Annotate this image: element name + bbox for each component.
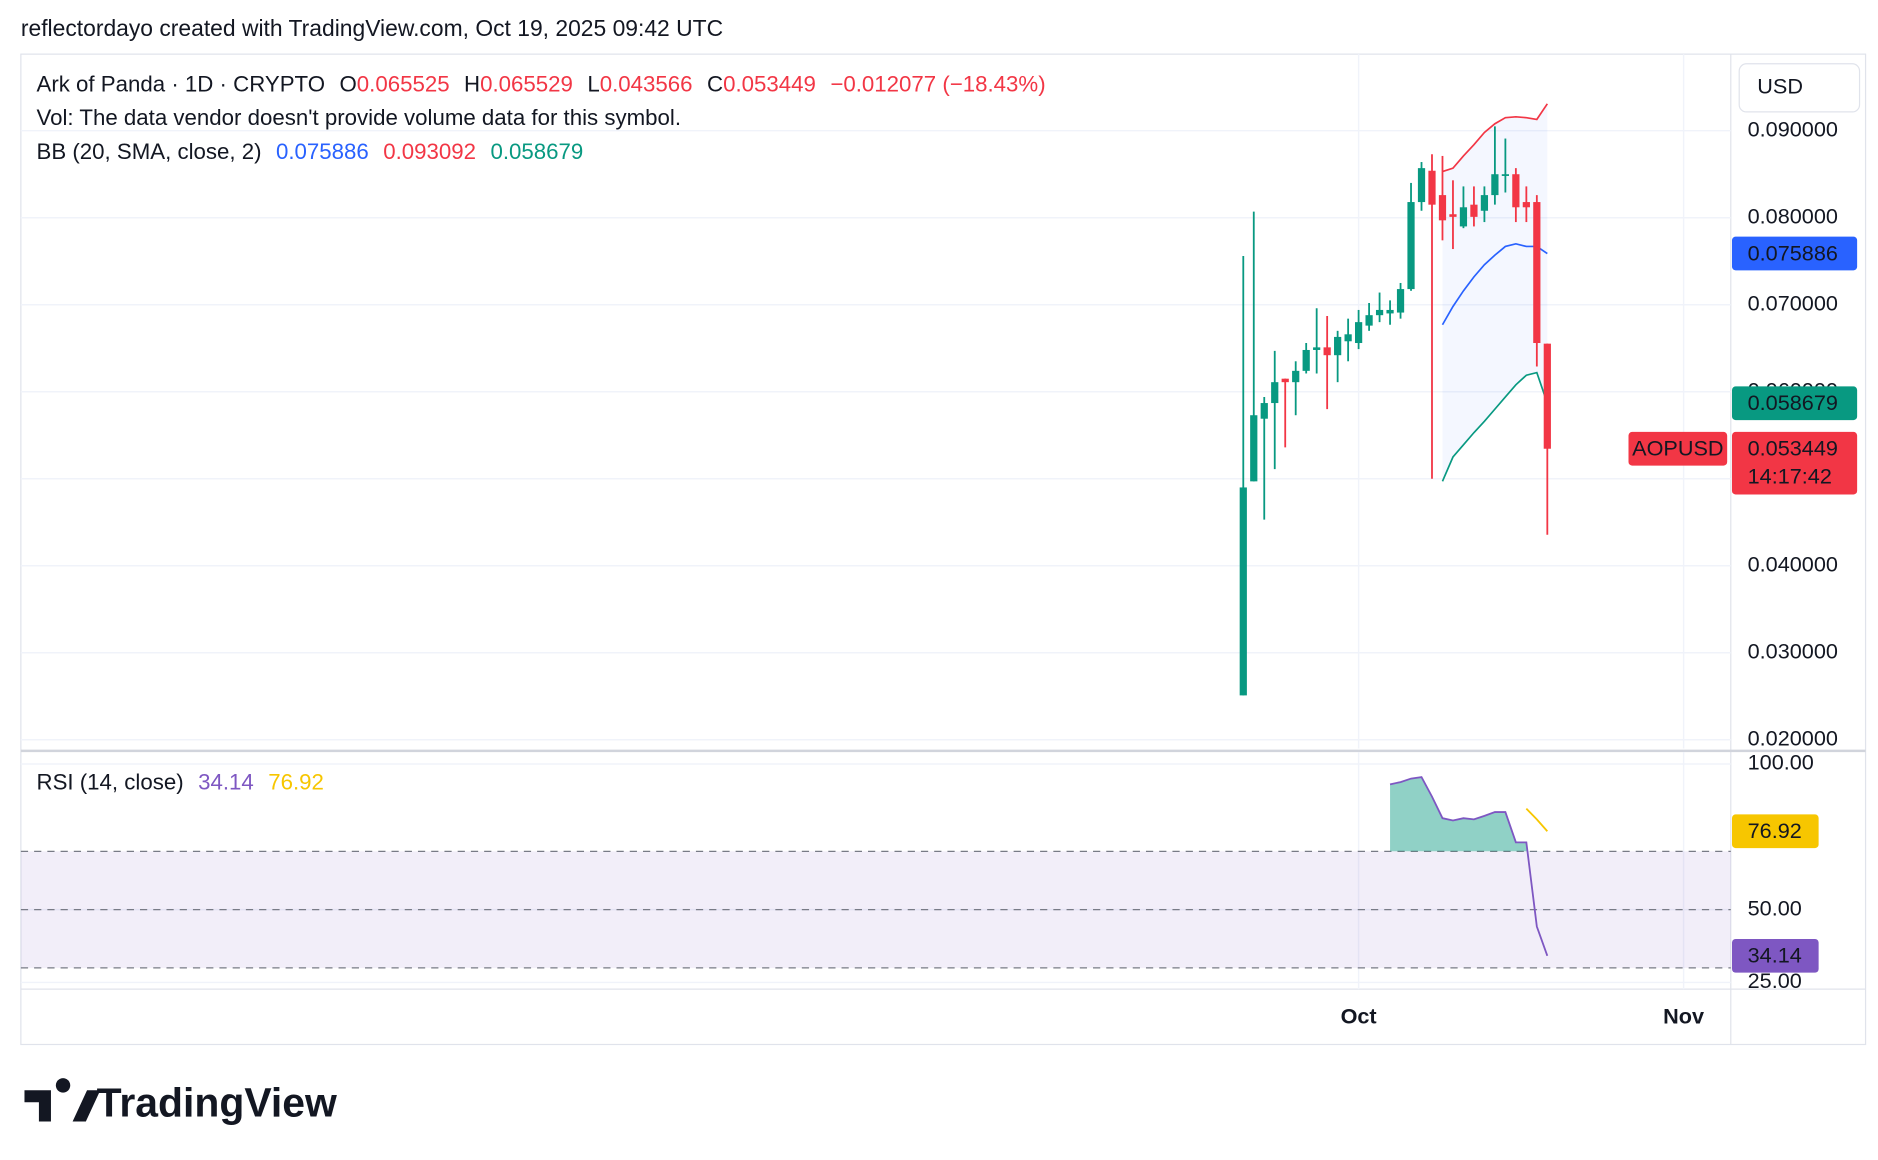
candle-body bbox=[1417, 168, 1426, 203]
rsi-line bbox=[1389, 776, 1549, 957]
candle-body bbox=[1512, 174, 1520, 208]
axis-badge bbox=[1731, 386, 1858, 421]
rsi-name: RSI (14, close) bbox=[37, 769, 184, 794]
countdown: 14:17:42 bbox=[1748, 463, 1832, 488]
candle-body bbox=[1438, 195, 1447, 221]
y-tick-label: 0.030000 bbox=[1748, 638, 1838, 663]
candle-body bbox=[1386, 309, 1394, 314]
ohlc-value: 0.065525 bbox=[357, 71, 450, 96]
candle-body bbox=[1334, 336, 1342, 356]
candle-body bbox=[1375, 309, 1384, 316]
y-tick-label: 0.040000 bbox=[1748, 551, 1838, 576]
legend-symbol: Ark of Panda · 1D · CRYPTO O0.065525 H0.06… bbox=[37, 71, 1046, 96]
y-tick-label: 0.080000 bbox=[1748, 203, 1838, 228]
logo-text: TradingView bbox=[97, 1080, 337, 1126]
candle-body bbox=[1480, 195, 1489, 211]
overlay-labels: Ark of Panda · 1D · CRYPTO O0.065525 H0.06… bbox=[37, 63, 1861, 794]
bb-fill bbox=[1442, 103, 1548, 482]
candle-body bbox=[1459, 207, 1468, 227]
x-tick-label: Oct bbox=[1341, 1004, 1377, 1029]
y-tick-label: 0.020000 bbox=[1748, 725, 1838, 750]
candle-body bbox=[1396, 289, 1405, 313]
axis-badge bbox=[1731, 236, 1858, 271]
rsi-value: 34.14 bbox=[198, 769, 254, 794]
bb-basis-value: 0.075886 bbox=[276, 139, 369, 164]
candle-body bbox=[1323, 347, 1331, 356]
y-tick-label: 100.00 bbox=[1748, 750, 1814, 775]
axis-badge-label: 34.14 bbox=[1748, 943, 1802, 968]
logo-icon bbox=[24, 1078, 101, 1122]
candle-body bbox=[1449, 214, 1457, 217]
currency[interactable]: USD bbox=[1757, 74, 1803, 99]
candle-body bbox=[1491, 174, 1499, 196]
axis-badge bbox=[1731, 814, 1819, 849]
attribution: reflectordayo created with TradingView.c… bbox=[21, 15, 723, 41]
candle-body bbox=[1407, 202, 1415, 290]
axis-badge-label: 0.075886 bbox=[1748, 240, 1838, 265]
candle-body bbox=[1313, 347, 1321, 350]
candle-body bbox=[1365, 315, 1373, 326]
x-tick-label: Nov bbox=[1663, 1004, 1704, 1029]
candle-body bbox=[1239, 487, 1247, 696]
candle-body bbox=[1533, 202, 1541, 344]
candle-body bbox=[1260, 403, 1268, 419]
candle-body bbox=[1344, 334, 1352, 342]
ticker: AOPUSD bbox=[1632, 436, 1723, 461]
ohlc-value: 0.065529 bbox=[480, 71, 573, 96]
candle-body bbox=[1354, 322, 1363, 344]
rsi-ma-value: 76.92 bbox=[268, 769, 324, 794]
bb-lower-value: 0.058679 bbox=[491, 139, 584, 164]
candle-body bbox=[1470, 204, 1478, 217]
axis-badge-label: 76.92 bbox=[1748, 818, 1802, 843]
axis-badge-label: 0.058679 bbox=[1748, 390, 1838, 415]
bb-line bbox=[1442, 103, 1549, 173]
ohlc-label: O bbox=[339, 71, 356, 96]
candle-body bbox=[1281, 378, 1289, 383]
bb-line bbox=[1441, 242, 1548, 326]
y-tick-label: 0.070000 bbox=[1748, 290, 1838, 315]
rsi-legend: RSI (14, close) 34.14 76.92 bbox=[37, 769, 324, 794]
chart-area bbox=[20, 53, 1867, 1046]
currency-button[interactable] bbox=[1738, 63, 1861, 113]
plot: 0.0200000.0300000.0400000.0500000.060000… bbox=[20, 54, 1858, 1029]
candle-body bbox=[1292, 370, 1300, 383]
candle-body bbox=[1543, 343, 1551, 449]
ohlc-value: 0.053449 bbox=[723, 71, 816, 96]
ohlc-label: C bbox=[707, 71, 723, 96]
ohlc-label: H bbox=[464, 71, 480, 96]
candle-body bbox=[1522, 202, 1530, 208]
logo: TradingView bbox=[24, 1078, 337, 1126]
last-price: 0.053449 bbox=[1748, 436, 1838, 461]
candle-body bbox=[1302, 349, 1310, 371]
axis-badge bbox=[1731, 938, 1819, 973]
ticker-badge bbox=[1628, 431, 1728, 466]
bb-upper-value: 0.093092 bbox=[383, 139, 476, 164]
candle-body bbox=[1428, 170, 1436, 205]
y-tick-label: 50.00 bbox=[1748, 895, 1802, 920]
candle-body bbox=[1250, 415, 1258, 482]
candle-body bbox=[1271, 382, 1279, 404]
bb-line bbox=[1441, 371, 1549, 482]
bb-name: BB (20, SMA, close, 2) bbox=[37, 139, 262, 164]
candle-body bbox=[1501, 174, 1509, 176]
symbol: Ark of Panda · 1D · CRYPTO bbox=[37, 71, 326, 96]
ohlc-value: 0.043566 bbox=[600, 71, 693, 96]
overbought-fill bbox=[1390, 777, 1528, 852]
last-price-badge bbox=[1731, 431, 1858, 495]
volume-note: Vol: The data vendor doesn't provide vol… bbox=[37, 105, 682, 130]
y-tick-label: 0.090000 bbox=[1748, 116, 1838, 141]
bb-legend: BB (20, SMA, close, 2) 0.075886 0.093092 0.… bbox=[37, 139, 584, 164]
change: −0.012077 (−18.43%) bbox=[830, 71, 1045, 96]
rsi-line bbox=[1525, 807, 1548, 832]
chart-frame bbox=[20, 53, 1867, 1046]
ohlc-label: L bbox=[587, 71, 599, 96]
